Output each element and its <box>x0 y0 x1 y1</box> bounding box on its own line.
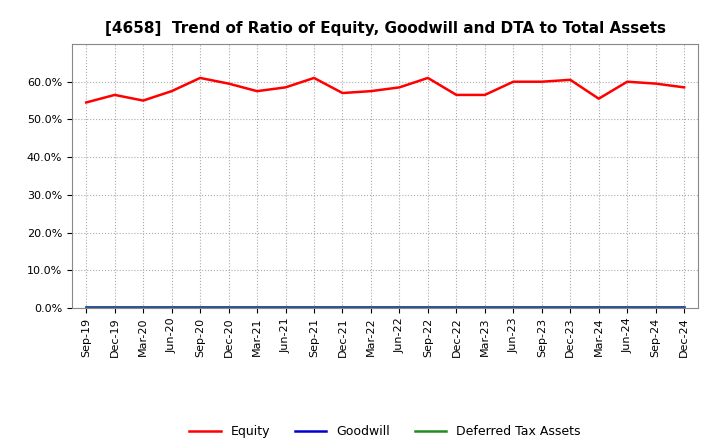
Equity <box>623 79 631 84</box>
Equity <box>310 75 318 81</box>
Deferred Tax Assets <box>225 305 233 311</box>
Deferred Tax Assets <box>652 305 660 311</box>
Goodwill <box>452 304 461 309</box>
Deferred Tax Assets <box>82 305 91 311</box>
Equity <box>423 75 432 81</box>
Deferred Tax Assets <box>139 305 148 311</box>
Line: Equity: Equity <box>86 78 684 103</box>
Deferred Tax Assets <box>537 305 546 311</box>
Equity <box>225 81 233 86</box>
Equity <box>595 96 603 101</box>
Equity <box>167 88 176 94</box>
Deferred Tax Assets <box>196 305 204 311</box>
Deferred Tax Assets <box>282 305 290 311</box>
Deferred Tax Assets <box>110 305 119 311</box>
Title: [4658]  Trend of Ratio of Equity, Goodwill and DTA to Total Assets: [4658] Trend of Ratio of Equity, Goodwil… <box>104 21 666 36</box>
Deferred Tax Assets <box>167 305 176 311</box>
Deferred Tax Assets <box>452 305 461 311</box>
Goodwill <box>537 304 546 309</box>
Goodwill <box>225 304 233 309</box>
Goodwill <box>652 304 660 309</box>
Goodwill <box>196 304 204 309</box>
Equity <box>509 79 518 84</box>
Goodwill <box>623 304 631 309</box>
Equity <box>82 100 91 105</box>
Goodwill <box>139 304 148 309</box>
Goodwill <box>366 304 375 309</box>
Equity <box>680 85 688 90</box>
Goodwill <box>82 304 91 309</box>
Equity <box>366 88 375 94</box>
Goodwill <box>253 304 261 309</box>
Equity <box>338 90 347 95</box>
Equity <box>282 85 290 90</box>
Equity <box>395 85 404 90</box>
Equity <box>566 77 575 82</box>
Goodwill <box>423 304 432 309</box>
Goodwill <box>595 304 603 309</box>
Goodwill <box>509 304 518 309</box>
Equity <box>139 98 148 103</box>
Deferred Tax Assets <box>423 305 432 311</box>
Equity <box>652 81 660 86</box>
Deferred Tax Assets <box>623 305 631 311</box>
Equity <box>196 75 204 81</box>
Deferred Tax Assets <box>566 305 575 311</box>
Equity <box>110 92 119 98</box>
Goodwill <box>338 304 347 309</box>
Deferred Tax Assets <box>395 305 404 311</box>
Deferred Tax Assets <box>509 305 518 311</box>
Deferred Tax Assets <box>480 305 489 311</box>
Goodwill <box>566 304 575 309</box>
Equity <box>537 79 546 84</box>
Goodwill <box>282 304 290 309</box>
Deferred Tax Assets <box>253 305 261 311</box>
Goodwill <box>167 304 176 309</box>
Goodwill <box>680 304 688 309</box>
Goodwill <box>310 304 318 309</box>
Equity <box>480 92 489 98</box>
Equity <box>253 88 261 94</box>
Goodwill <box>480 304 489 309</box>
Legend: Equity, Goodwill, Deferred Tax Assets: Equity, Goodwill, Deferred Tax Assets <box>189 425 581 438</box>
Deferred Tax Assets <box>338 305 347 311</box>
Deferred Tax Assets <box>595 305 603 311</box>
Deferred Tax Assets <box>310 305 318 311</box>
Deferred Tax Assets <box>366 305 375 311</box>
Equity <box>452 92 461 98</box>
Goodwill <box>395 304 404 309</box>
Goodwill <box>110 304 119 309</box>
Deferred Tax Assets <box>680 305 688 311</box>
